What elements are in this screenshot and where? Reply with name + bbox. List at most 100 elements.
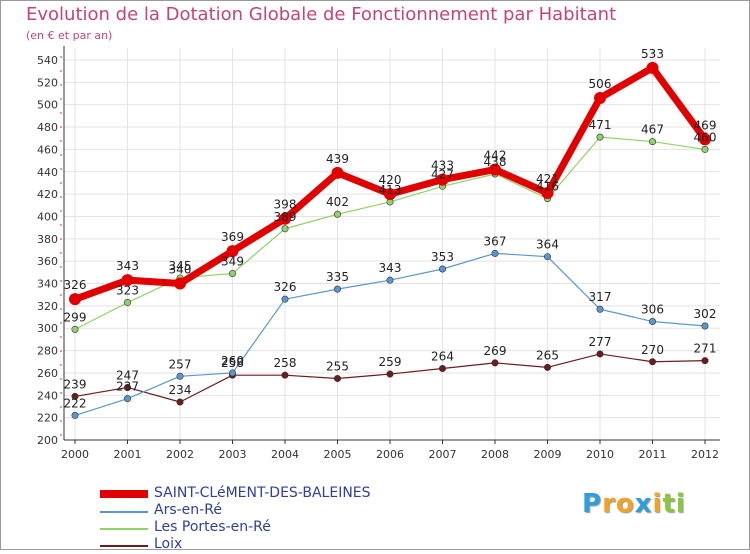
y-tick-label: 400 <box>37 210 58 223</box>
data-label: 469 <box>694 118 717 132</box>
brand-letter: i <box>652 489 663 519</box>
data-point <box>541 187 554 199</box>
data-point <box>543 363 551 371</box>
y-tick-label: 320 <box>37 300 58 313</box>
data-point <box>69 293 81 306</box>
data-label: 345 <box>169 259 192 273</box>
data-label: 239 <box>64 377 87 391</box>
y-tick-label: 220 <box>37 412 58 425</box>
y-tick-label: 360 <box>37 255 58 268</box>
data-point <box>281 295 289 303</box>
data-label: 323 <box>116 284 139 298</box>
legend-label: SAINT-CLéMENT-DES-BALEINES <box>154 485 371 501</box>
data-point <box>489 163 501 176</box>
x-tick-label: 2012 <box>691 448 719 461</box>
data-label: 389 <box>274 210 297 224</box>
data-label: 506 <box>589 77 612 91</box>
data-point <box>701 357 709 365</box>
x-tick-label: 2007 <box>429 448 457 461</box>
y-tick-label: 460 <box>37 143 58 156</box>
data-point <box>699 133 711 146</box>
brand-letter: P <box>582 489 603 519</box>
data-label: 343 <box>379 261 402 275</box>
data-point <box>281 225 289 233</box>
x-tick-label: 2011 <box>639 448 667 461</box>
data-point <box>701 322 709 330</box>
y-tick-label: 340 <box>37 278 58 291</box>
data-point <box>281 371 289 379</box>
y-tick-label: 380 <box>37 233 58 246</box>
data-point <box>124 395 132 403</box>
data-point <box>124 383 132 391</box>
grid <box>64 48 720 441</box>
data-label: 427 <box>431 167 454 181</box>
data-label: 471 <box>589 118 612 132</box>
data-point <box>226 245 239 258</box>
y-tick-label: 500 <box>37 99 58 112</box>
y-tick-label: 480 <box>37 121 58 134</box>
data-point <box>176 372 184 380</box>
data-label: 467 <box>641 123 664 137</box>
data-point <box>331 166 344 179</box>
x-tick-label: 2005 <box>324 448 352 461</box>
chart-subtitle: (en € et par an) <box>26 29 113 42</box>
x-tick-label: 2009 <box>534 448 562 461</box>
brand-letter: t <box>662 489 676 519</box>
data-label: 369 <box>221 230 244 244</box>
data-label: 222 <box>64 396 87 410</box>
data-point <box>279 212 291 225</box>
data-label: 367 <box>484 234 507 248</box>
data-label: 533 <box>641 47 664 61</box>
data-label: 335 <box>326 270 349 284</box>
data-point <box>124 299 132 307</box>
x-tick-label: 2010 <box>586 448 614 461</box>
data-point <box>333 375 341 383</box>
y-tick-label: 240 <box>37 389 58 402</box>
data-label: 416 <box>536 180 559 194</box>
data-point <box>701 145 709 153</box>
data-point <box>386 276 394 284</box>
legend-label: Ars-en-Ré <box>154 502 222 518</box>
data-point <box>438 364 446 372</box>
data-label: 326 <box>274 280 297 294</box>
data-label: 398 <box>274 198 297 212</box>
data-point <box>71 392 79 400</box>
data-point <box>333 285 341 293</box>
data-label: 269 <box>484 344 507 358</box>
data-label: 438 <box>484 155 507 169</box>
data-point <box>596 305 604 313</box>
data-label: 302 <box>694 307 717 321</box>
data-point <box>596 350 604 358</box>
data-label: 349 <box>221 254 244 268</box>
x-tick-label: 2003 <box>219 448 247 461</box>
data-label: 260 <box>221 354 244 368</box>
data-label: 258 <box>274 356 297 370</box>
legend-swatch <box>100 528 148 530</box>
legend-label: Les Portes-en-Ré <box>154 519 271 535</box>
data-label: 340 <box>169 263 192 277</box>
x-tick-label: 2002 <box>166 448 194 461</box>
data-label: 317 <box>589 290 612 304</box>
data-label: 413 <box>379 183 402 197</box>
data-point <box>648 358 656 366</box>
data-point <box>121 274 134 287</box>
data-label: 257 <box>169 357 192 371</box>
data-label: 237 <box>116 380 139 394</box>
y-tick-label: 300 <box>37 322 58 335</box>
data-point <box>176 398 184 406</box>
axes: 200 220 240 260 280 300 320 340 360 380 400 420 440 4… <box>37 46 720 461</box>
series-lines <box>69 61 711 419</box>
brand-letter: o <box>615 489 635 519</box>
data-label: 306 <box>641 303 664 317</box>
data-point <box>229 269 237 277</box>
data-label: 460 <box>694 130 717 144</box>
data-label: 234 <box>169 383 192 397</box>
data-label: 255 <box>326 360 349 374</box>
data-label: 439 <box>326 152 349 166</box>
y-tick-label: 260 <box>37 367 58 380</box>
y-tick-label: 540 <box>37 54 58 67</box>
data-point <box>648 138 656 146</box>
data-point <box>384 188 396 201</box>
chart-title: Evolution de la Dotation Globale de Fonc… <box>26 4 617 25</box>
data-point <box>333 210 341 218</box>
